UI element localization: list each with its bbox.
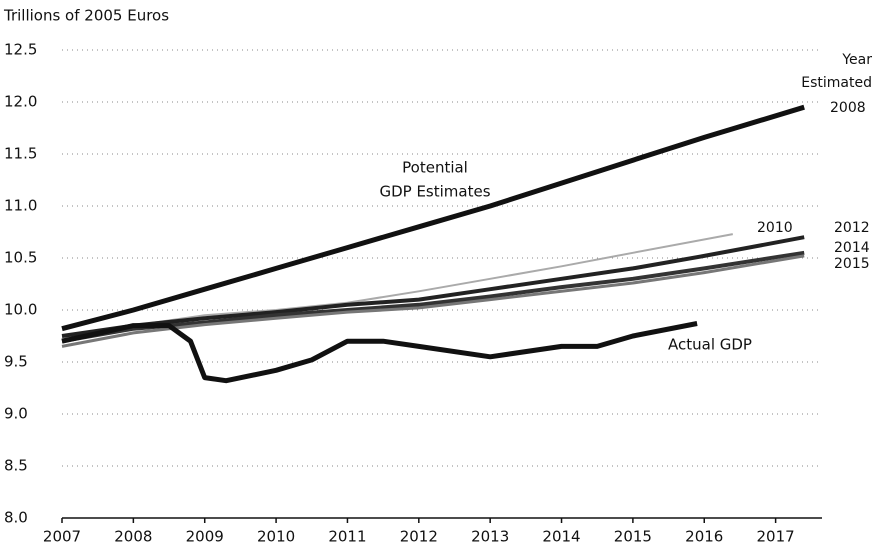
x-tick-label: 2008 xyxy=(114,528,152,546)
annotation: Year xyxy=(841,52,872,68)
y-tick-label: 11.0 xyxy=(4,197,37,215)
series-label: 2012 xyxy=(834,220,870,236)
series-line xyxy=(61,250,805,344)
y-tick-label: 10.0 xyxy=(4,301,37,319)
y-tick-label: 12.5 xyxy=(4,41,37,59)
annotation: GDP Estimates xyxy=(379,183,490,201)
x-tick-label: 2009 xyxy=(186,528,224,546)
series-line xyxy=(61,321,698,384)
series-label: 2014 xyxy=(834,240,870,256)
series-line xyxy=(61,235,805,338)
y-tick-label: 8.5 xyxy=(4,457,28,475)
series-label: 2010 xyxy=(757,220,793,236)
x-tick-label: 2014 xyxy=(542,528,580,546)
x-tick-label: 2017 xyxy=(757,528,795,546)
y-axis-label: Trillions of 2005 Euros xyxy=(3,7,169,25)
series-label: Actual GDP xyxy=(668,336,752,354)
x-tick-label: 2011 xyxy=(328,528,366,546)
y-tick-label: 9.0 xyxy=(4,405,28,423)
x-tick-label: 2007 xyxy=(43,528,81,546)
annotation: Potential xyxy=(402,159,468,177)
y-tick-label: 11.5 xyxy=(4,145,37,163)
x-tick-label: 2016 xyxy=(685,528,723,546)
series-label: 2015 xyxy=(834,256,870,272)
y-tick-label: 10.5 xyxy=(4,249,37,267)
series-line xyxy=(61,104,805,332)
y-tick-label: 8.0 xyxy=(4,509,28,527)
y-tick-label: 12.0 xyxy=(4,93,37,111)
annotation: Estimated xyxy=(801,75,872,91)
x-tick-label: 2010 xyxy=(257,528,295,546)
x-tick-label: 2013 xyxy=(471,528,509,546)
y-tick-label: 9.5 xyxy=(4,353,28,371)
x-tick-label: 2012 xyxy=(400,528,438,546)
series-line xyxy=(61,254,805,348)
series-label: 2008 xyxy=(830,100,866,116)
x-tick-label: 2015 xyxy=(614,528,652,546)
